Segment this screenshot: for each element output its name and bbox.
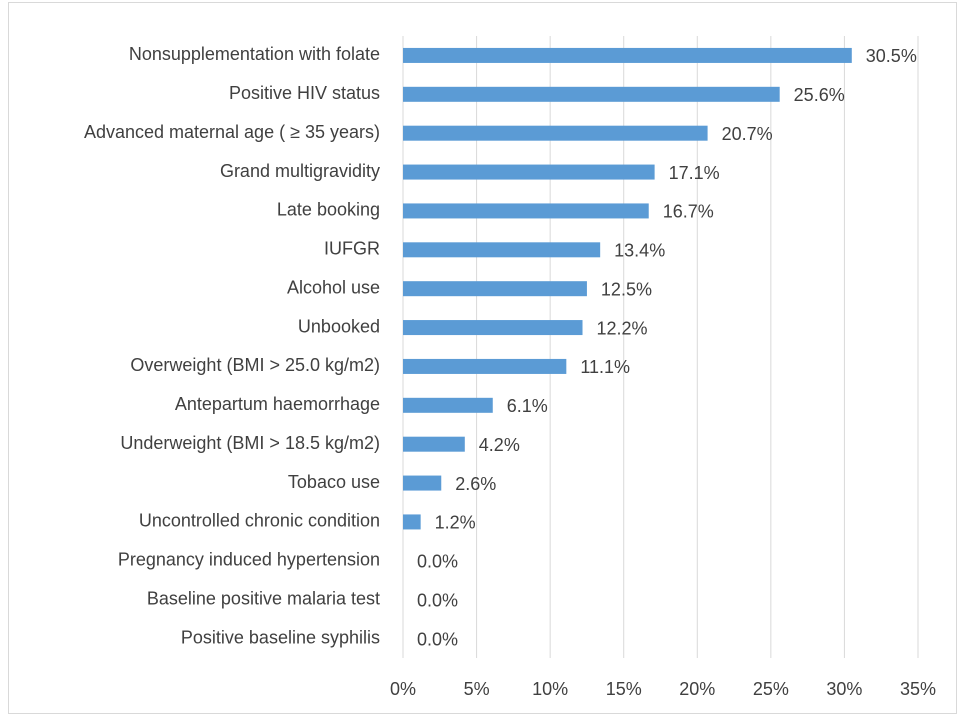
y-tick-label: Unbooked xyxy=(298,316,380,336)
x-tick-label: 15% xyxy=(606,679,642,699)
y-tick-label: Positive baseline syphilis xyxy=(181,627,380,647)
bar xyxy=(403,125,708,141)
y-tick-label: Tobaco use xyxy=(288,472,380,492)
chart-frame xyxy=(8,2,957,714)
data-label: 6.1% xyxy=(507,396,548,416)
y-tick-label: Nonsupplementation with folate xyxy=(129,44,380,64)
bar xyxy=(403,47,852,63)
data-label: 1.2% xyxy=(435,513,476,533)
bar xyxy=(403,86,780,102)
bar xyxy=(403,281,587,297)
y-tick-label: Late booking xyxy=(277,200,380,220)
y-tick-label: Underweight (BMI > 18.5 kg/m2) xyxy=(120,433,380,453)
bar xyxy=(403,475,442,491)
y-tick-label: Uncontrolled chronic condition xyxy=(139,511,380,531)
bar xyxy=(403,242,601,258)
bar xyxy=(403,397,493,413)
data-label: 13.4% xyxy=(614,241,665,261)
bar xyxy=(403,164,655,180)
y-tick-label: IUFGR xyxy=(324,239,380,259)
data-label: 2.6% xyxy=(455,474,496,494)
y-tick-label: Antepartum haemorrhage xyxy=(175,394,380,414)
x-tick-label: 25% xyxy=(753,679,789,699)
bar xyxy=(403,320,583,336)
x-tick-label: 30% xyxy=(826,679,862,699)
x-tick-label: 35% xyxy=(900,679,936,699)
data-label: 16.7% xyxy=(663,202,714,222)
y-tick-label: Positive HIV status xyxy=(229,83,380,103)
data-label: 0.0% xyxy=(417,629,458,649)
y-tick-label: Pregnancy induced hypertension xyxy=(118,550,380,570)
data-label: 4.2% xyxy=(479,435,520,455)
bar xyxy=(403,358,567,374)
data-label: 20.7% xyxy=(722,124,773,144)
bar xyxy=(403,436,465,452)
x-tick-label: 0% xyxy=(390,679,416,699)
data-label: 12.5% xyxy=(601,279,652,299)
y-tick-label: Overweight (BMI > 25.0 kg/m2) xyxy=(130,355,380,375)
bar xyxy=(403,203,649,219)
data-label: 0.0% xyxy=(417,590,458,610)
data-label: 17.1% xyxy=(669,163,720,183)
x-tick-label: 5% xyxy=(464,679,490,699)
data-label: 11.1% xyxy=(580,357,630,377)
y-tick-label: Advanced maternal age ( ≥ 35 years) xyxy=(84,122,380,142)
data-label: 25.6% xyxy=(794,85,845,105)
x-tick-label: 20% xyxy=(679,679,715,699)
y-tick-label: Grand multigravidity xyxy=(220,161,380,181)
y-tick-label: Alcohol use xyxy=(287,277,380,297)
data-label: 30.5% xyxy=(866,46,917,66)
data-label: 0.0% xyxy=(417,552,458,572)
bar xyxy=(403,514,421,530)
y-tick-label: Baseline positive malaria test xyxy=(147,588,380,608)
data-label: 12.2% xyxy=(597,318,648,338)
x-tick-label: 10% xyxy=(532,679,568,699)
